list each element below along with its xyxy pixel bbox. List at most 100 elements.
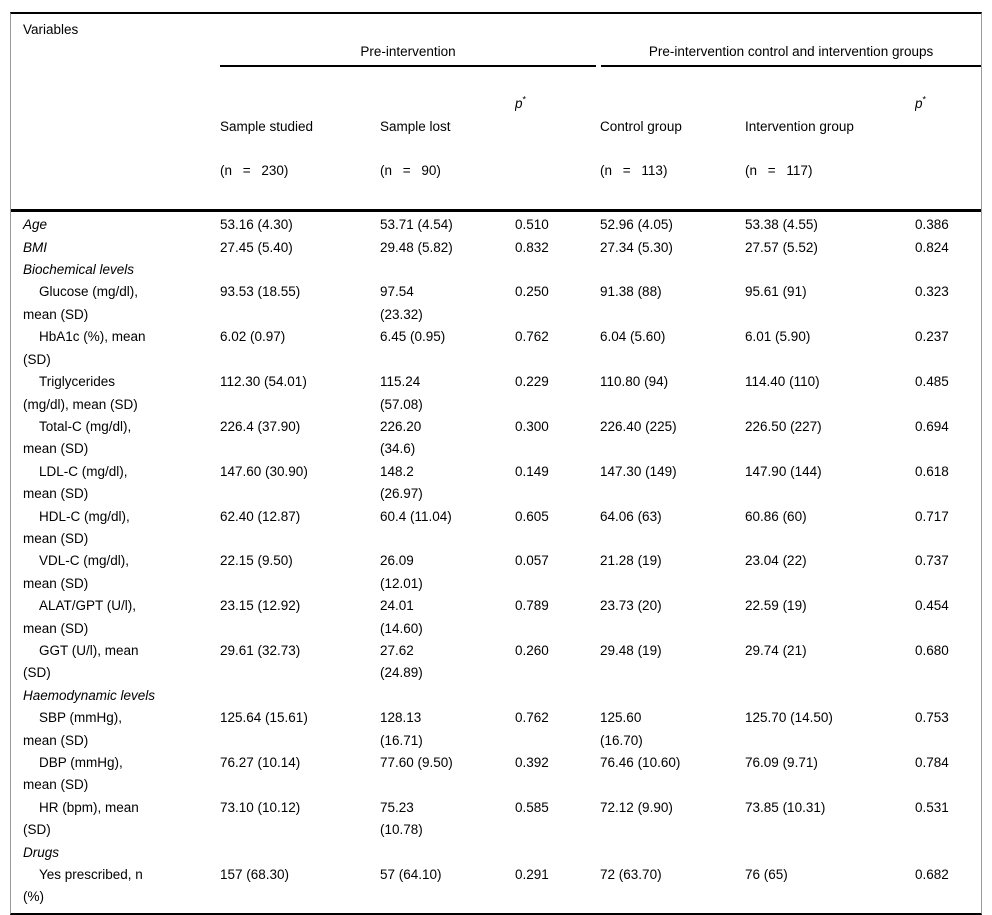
cell-value: [600, 685, 745, 707]
cell-value: 53.16 (4.30): [220, 217, 293, 233]
cell-value: 226.50 (227): [745, 418, 822, 434]
table-row: ALAT/GPT (U/l), mean (SD) 23.15 (12.92) 24…: [11, 595, 981, 640]
row-label: VDL-C (mg/dl), mean (SD): [23, 553, 130, 591]
cell-value: 0.229: [515, 374, 549, 390]
row-label: HbA1c (%), mean (SD): [23, 329, 146, 367]
table-row: Biochemical levels: [11, 259, 981, 281]
cell-value: 97.54 (23.32): [380, 284, 423, 322]
cell-value: 110.80 (94): [600, 374, 669, 390]
cell-value: [745, 685, 915, 707]
cell-value: 147.90 (144): [745, 463, 822, 479]
column-header-control-group: Control group (n = 113): [600, 89, 746, 213]
cell-value: [220, 842, 380, 864]
cell-value: 27.45 (5.40): [220, 239, 293, 255]
table-row: VDL-C (mg/dl), mean (SD) 22.15 (9.50) 26.0…: [11, 550, 981, 595]
cell-value: 73.10 (10.12): [220, 799, 301, 815]
cell-value: 0.762: [515, 329, 549, 345]
cell-value: 0.784: [915, 755, 949, 770]
cell-value: 0.585: [515, 799, 549, 815]
cell-value: 27.57 (5.52): [745, 239, 818, 255]
table-row: HDL-C (mg/dl), mean (SD) 62.40 (12.87) 60.…: [11, 506, 981, 551]
cell-value: 53.71 (4.54): [380, 217, 453, 233]
cell-value: 147.60 (30.90): [220, 463, 308, 479]
cell-value: [220, 685, 380, 707]
cell-value: 23.73 (20): [600, 598, 662, 614]
row-label: Triglycerides (mg/dl), mean (SD): [23, 374, 138, 412]
cell-value: 0.510: [515, 217, 549, 233]
cell-value: 0.386: [915, 217, 949, 233]
column-header-p-value-2: p*: [915, 89, 982, 213]
column-header-label: Control group: [600, 118, 682, 134]
cell-value: 6.04 (5.60): [600, 329, 666, 345]
cell-value: 60.86 (60): [745, 508, 807, 524]
table-row: GGT (U/l), mean (SD) 29.61 (32.73) 27.62 (…: [11, 640, 981, 685]
cell-value: 0.824: [915, 239, 949, 255]
cell-value: 76.27 (10.14): [220, 755, 301, 770]
cell-value: 26.09 (12.01): [380, 553, 423, 591]
cell-value: [380, 259, 515, 281]
cell-value: [220, 259, 380, 281]
row-label: Yes prescribed, n (%): [23, 867, 143, 905]
cell-value: 115.24 (57.08): [380, 374, 423, 412]
column-header-label: Sample studied: [220, 118, 314, 134]
cell-value: [515, 685, 600, 707]
cell-value: 0.323: [915, 284, 949, 300]
section-label: Drugs: [23, 844, 60, 860]
cell-value: 0.392: [515, 755, 549, 770]
cell-value: 6.02 (0.97): [220, 329, 286, 345]
column-header-row: Sample studied (n = 230) Sample lost (n …: [11, 89, 982, 213]
cell-value: 21.28 (19): [600, 553, 662, 569]
cell-value: 0.832: [515, 239, 549, 255]
column-header-n: (n = 117): [745, 163, 813, 179]
column-header-n: (n = 113): [600, 163, 668, 179]
table-row: LDL-C (mg/dl), mean (SD) 147.60 (30.90) 14…: [11, 461, 981, 506]
table-row: HbA1c (%), mean (SD) 6.02 (0.97) 6.45 (0.9…: [11, 326, 981, 371]
cell-value: 6.45 (0.95): [380, 329, 446, 345]
row-label: LDL-C (mg/dl), mean (SD): [23, 463, 128, 502]
cell-value: [745, 259, 915, 281]
cell-value: [380, 685, 515, 707]
section-label: Biochemical levels: [23, 262, 135, 278]
cell-value: 125.70 (14.50): [745, 710, 833, 726]
column-header-p-value-1: p*: [515, 89, 601, 213]
column-header-label: Sample lost: [380, 118, 451, 134]
group-header-pre-intervention-cell: Pre-intervention: [220, 14, 600, 89]
table-row: Triglycerides (mg/dl), mean (SD) 112.30 (…: [11, 371, 981, 416]
cell-value: 0.260: [515, 642, 549, 658]
cell-value: 226.40 (225): [600, 418, 677, 434]
table-row: Drugs: [11, 842, 981, 864]
cell-value: 0.057: [515, 553, 549, 569]
cell-value: 0.250: [515, 284, 549, 300]
table-row: BMI 27.45 (5.40) 29.48 (5.82) 0.832 27.34 (5…: [11, 237, 981, 259]
cell-value: 0.531: [915, 799, 949, 815]
cell-value: 0.485: [915, 374, 949, 390]
cell-value: 0.300: [515, 418, 549, 434]
cell-value: 6.01 (5.90): [745, 329, 811, 345]
row-label: SBP (mmHg), mean (SD): [23, 710, 123, 748]
column-header-n: (n = 230): [220, 163, 289, 179]
column-header-sample-studied: Sample studied (n = 230): [220, 89, 380, 213]
cell-value: 93.53 (18.55): [220, 284, 301, 300]
column-header-sample-lost: Sample lost (n = 90): [380, 89, 515, 213]
cell-value: 0.789: [515, 598, 549, 614]
table-row: Yes prescribed, n (%) 157 (68.30) 57 (64.1…: [11, 864, 981, 913]
cell-value: 226.4 (37.90): [220, 418, 301, 434]
column-header-variables: Variables: [11, 14, 220, 213]
row-label: BMI: [23, 239, 48, 255]
table-row: DBP (mmHg), mean (SD) 76.27 (10.14) 77.60 …: [11, 752, 981, 797]
cell-value: [745, 842, 915, 864]
cell-value: 0.694: [915, 418, 949, 434]
cell-value: [600, 259, 745, 281]
cell-value: 29.48 (19): [600, 642, 662, 658]
cell-value: 27.62 (24.89): [380, 642, 423, 681]
cell-value: 147.30 (149): [600, 463, 677, 479]
cell-value: 0.717: [915, 508, 949, 524]
cell-value: 0.680: [915, 642, 949, 658]
cell-value: 53.38 (4.55): [745, 217, 818, 233]
cell-value: 29.48 (5.82): [380, 239, 453, 255]
cell-value: [915, 842, 981, 864]
asterisk-superscript: *: [522, 94, 527, 105]
row-label: Total-C (mg/dl), mean (SD): [23, 418, 132, 457]
cell-value: 0.605: [515, 508, 549, 524]
cell-value: 60.4 (11.04): [380, 508, 452, 524]
